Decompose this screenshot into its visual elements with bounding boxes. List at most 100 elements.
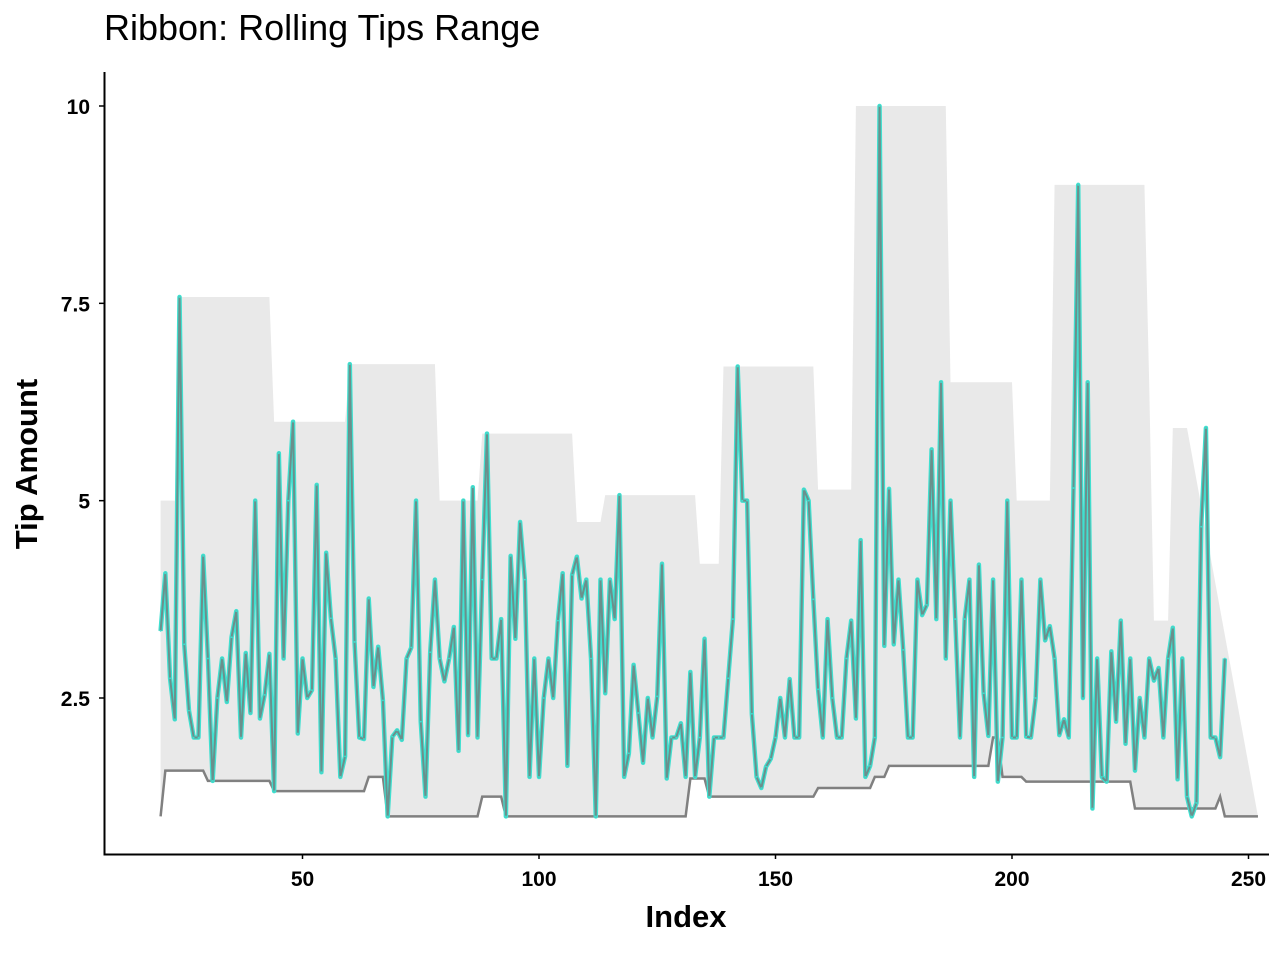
tip-point — [613, 618, 616, 620]
tip-point — [429, 651, 432, 654]
tip-point — [173, 718, 176, 721]
tip-point — [566, 764, 569, 767]
x-tick-label: 100 — [521, 868, 556, 891]
tip-point — [1063, 718, 1065, 721]
tip-point — [486, 432, 488, 435]
tip-point — [1044, 639, 1047, 642]
tip-point — [802, 488, 805, 491]
tip-point — [315, 483, 318, 486]
tip-point — [580, 597, 583, 600]
tip-point — [954, 618, 957, 620]
tip-point — [826, 618, 829, 620]
tip-point — [873, 736, 876, 739]
tip-point — [301, 657, 304, 660]
tip-point — [1115, 720, 1117, 723]
tip-point — [698, 736, 701, 739]
tip-point — [656, 695, 659, 698]
tip-point — [244, 652, 247, 654]
tip-point — [722, 736, 725, 739]
tip-point — [1138, 697, 1141, 699]
tip-point — [405, 657, 408, 660]
x-axis-label: Index — [646, 899, 728, 934]
tip-point — [784, 736, 786, 739]
tip-point — [353, 641, 356, 643]
x-tick-label: 150 — [758, 868, 793, 891]
y-tick-label: 7.5 — [61, 293, 91, 316]
tip-point — [1077, 184, 1080, 186]
tip-point — [788, 678, 791, 680]
tip-point — [1072, 487, 1075, 489]
tip-point — [675, 736, 678, 739]
tip-point — [571, 573, 574, 576]
tip-point — [547, 657, 550, 660]
tip-point — [523, 578, 526, 581]
tip-point — [519, 521, 521, 523]
tip-point — [684, 776, 687, 778]
tip-point — [878, 105, 881, 107]
tip-point — [348, 363, 351, 366]
tip-point — [197, 736, 200, 739]
tip-point — [443, 680, 446, 683]
tip-point — [590, 657, 592, 660]
tip-point — [996, 780, 999, 783]
tip-point — [661, 562, 663, 565]
tip-point — [268, 652, 271, 655]
tip-point — [982, 692, 985, 695]
tip-point — [1171, 626, 1174, 629]
tip-point — [1214, 736, 1217, 739]
tip-point — [1011, 736, 1013, 739]
tip-point — [292, 420, 294, 423]
tip-point — [646, 697, 649, 699]
tip-point — [585, 578, 588, 581]
tip-point — [202, 555, 205, 557]
tip-point — [339, 776, 342, 778]
tip-point — [897, 578, 900, 581]
tip-point — [1048, 625, 1051, 628]
tip-point — [211, 779, 214, 782]
tip-point — [438, 657, 441, 660]
tip-point — [311, 689, 313, 692]
tip-point — [987, 734, 990, 737]
tip-point — [240, 736, 242, 739]
tip-point — [424, 795, 427, 798]
tip-point — [973, 776, 976, 778]
tip-point — [287, 499, 290, 502]
tip-point — [717, 736, 720, 739]
tip-point — [840, 736, 843, 739]
tip-point — [495, 657, 498, 660]
tip-point — [821, 736, 824, 739]
tip-point — [902, 648, 905, 651]
tip-point — [490, 657, 493, 660]
tip-point — [765, 765, 767, 768]
tip-point — [1124, 742, 1127, 745]
tip-point — [457, 749, 460, 752]
tip-point — [372, 686, 375, 688]
tip-point — [1205, 427, 1207, 429]
tip-point — [1067, 736, 1070, 739]
tip-point — [930, 448, 933, 451]
tip-point — [859, 539, 862, 542]
tip-point — [504, 815, 507, 818]
tip-point — [542, 697, 545, 699]
tip-point — [363, 738, 365, 740]
tip-point — [1039, 578, 1042, 581]
tip-point — [415, 499, 417, 502]
tip-point — [1157, 667, 1160, 669]
tip-point — [1167, 657, 1169, 660]
chart-title: Ribbon: Rolling Tips Range — [104, 7, 540, 48]
tip-point — [448, 657, 451, 660]
tip-point — [462, 499, 465, 502]
tip-point — [1015, 736, 1018, 739]
tip-point — [410, 646, 413, 649]
tip-point — [618, 494, 621, 497]
tip-point — [344, 755, 346, 758]
tip-point — [755, 776, 758, 778]
tip-point — [476, 736, 479, 739]
y-axis-ticks: 2.5 5 7.5 10 — [61, 96, 104, 711]
tip-point — [1148, 657, 1151, 660]
tip-point — [230, 636, 233, 639]
tip-point — [623, 776, 626, 778]
tip-point — [1209, 736, 1212, 739]
tip-point — [296, 732, 299, 735]
